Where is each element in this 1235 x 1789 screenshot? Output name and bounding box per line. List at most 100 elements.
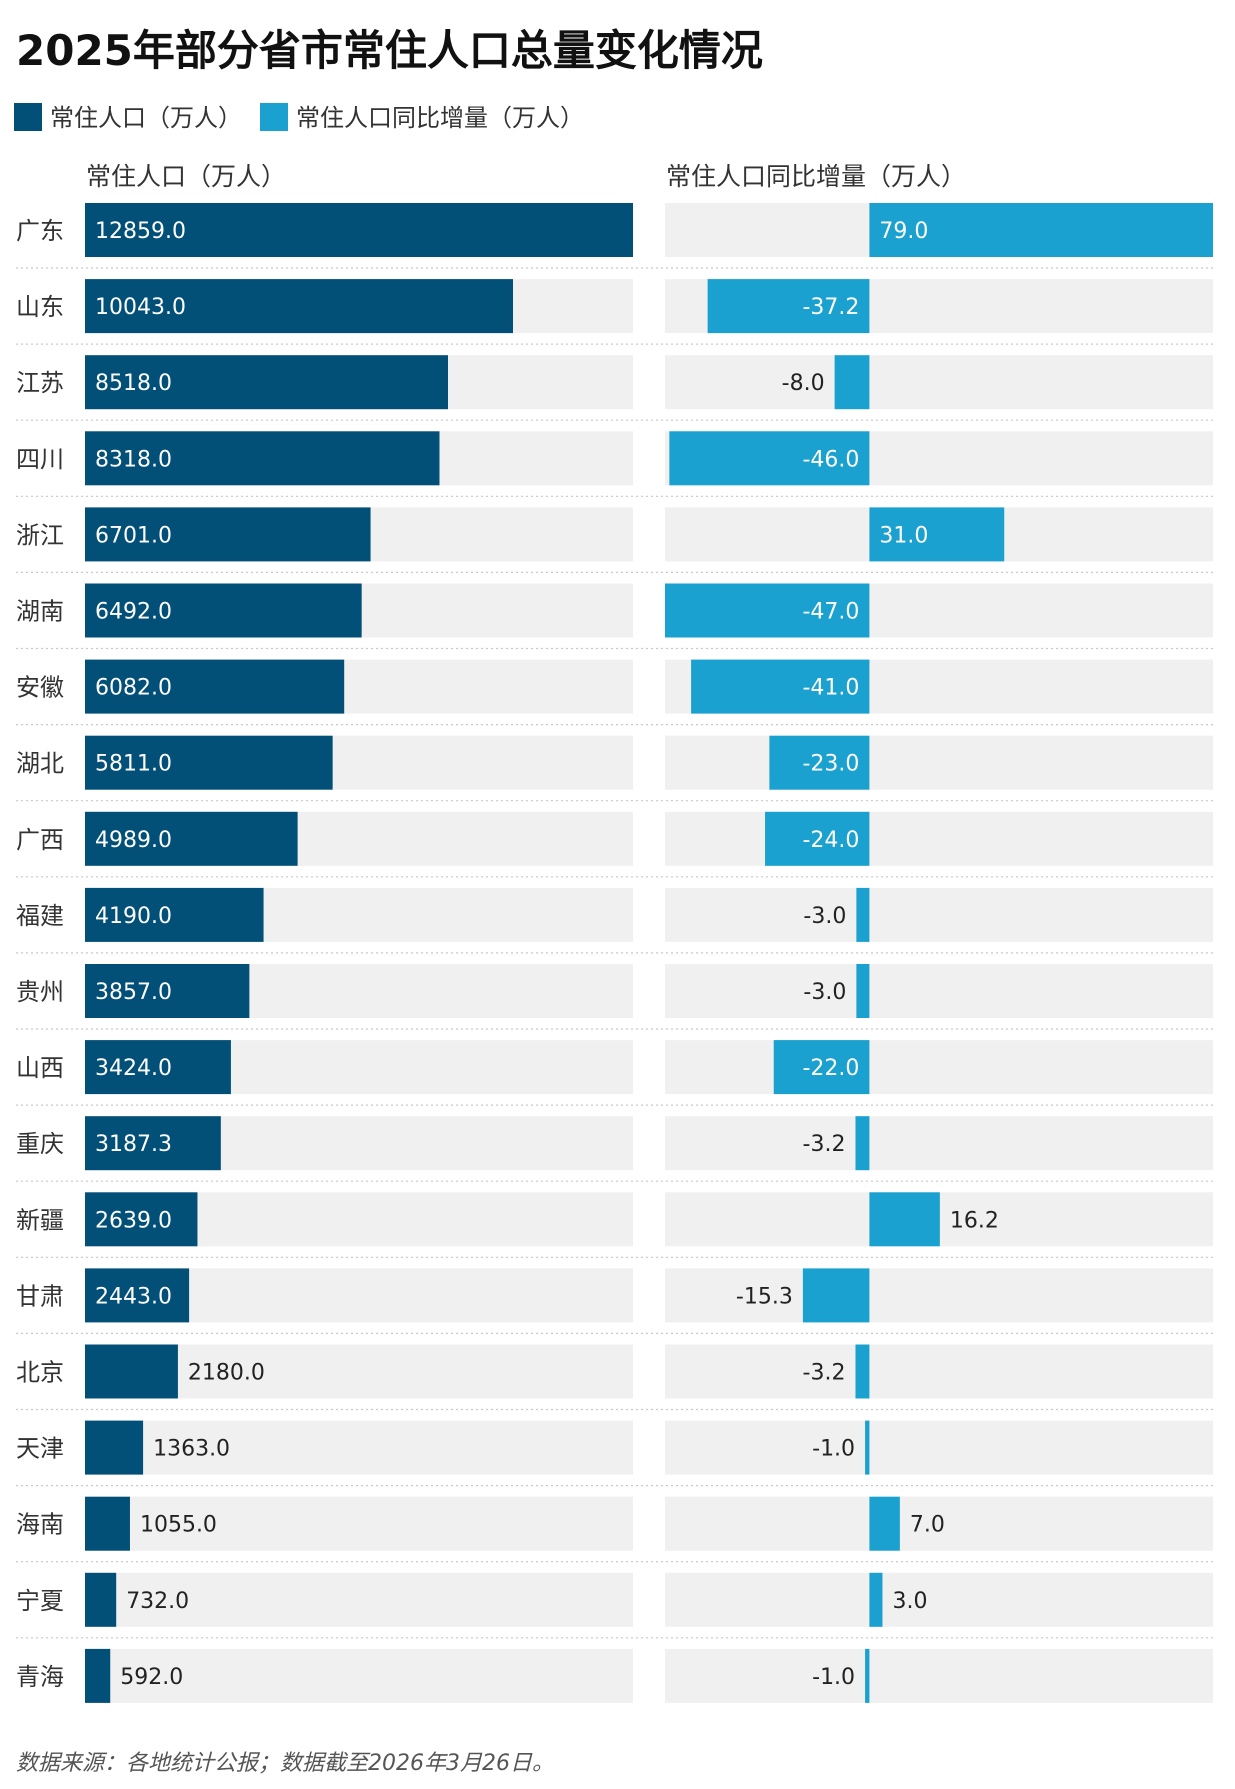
population-value-label: 3187.3	[95, 1132, 172, 1157]
increment-value-label: 16.2	[950, 1208, 999, 1233]
population-bar	[85, 431, 440, 486]
increment-track	[665, 887, 1213, 942]
population-value-label: 6492.0	[95, 600, 172, 625]
population-bar	[85, 355, 449, 410]
increment-bar	[855, 1116, 870, 1171]
population-value-label: 4190.0	[95, 904, 172, 929]
increment-track	[665, 1648, 1213, 1703]
category-label: 贵州	[16, 978, 64, 1006]
increment-track	[665, 1572, 1213, 1627]
increment-bar	[855, 1344, 870, 1399]
increment-value-label: -22.0	[802, 1056, 859, 1081]
category-label: 四川	[16, 445, 64, 473]
population-track	[85, 1496, 633, 1551]
population-value-label: 3424.0	[95, 1056, 172, 1081]
category-label: 重庆	[16, 1130, 64, 1158]
increment-track	[665, 964, 1213, 1018]
increment-bar	[834, 355, 870, 410]
increment-value-label: -47.0	[802, 600, 859, 625]
increment-track	[665, 355, 1213, 410]
increment-bar	[869, 1572, 883, 1627]
population-bar	[85, 1268, 190, 1323]
population-bar	[85, 1040, 231, 1095]
increment-value-label: -3.2	[803, 1361, 846, 1386]
population-value-label: 1363.0	[153, 1437, 230, 1462]
increment-track	[665, 1268, 1213, 1323]
increment-track	[665, 811, 1213, 866]
increment-value-label: 7.0	[910, 1513, 945, 1538]
increment-value-label: -46.0	[802, 447, 859, 472]
increment-value-label: -23.0	[802, 752, 859, 777]
increment-value-label: -37.2	[802, 295, 859, 320]
chart-title: 2025年部分省市常住人口总量变化情况	[16, 26, 763, 75]
population-value-label: 2639.0	[95, 1208, 172, 1233]
panel-title-population: 常住人口（万人）	[86, 162, 286, 191]
population-value-label: 732.0	[126, 1589, 189, 1614]
population-track	[85, 1572, 633, 1627]
population-bar	[85, 1572, 117, 1627]
increment-bar	[669, 431, 870, 486]
population-bar	[85, 811, 298, 866]
increment-bar	[869, 1192, 940, 1247]
category-label: 山东	[16, 293, 64, 321]
population-value-label: 3857.0	[95, 980, 172, 1005]
legend-label-increment: 常住人口同比增量（万人）	[296, 104, 584, 132]
increment-value-label: -1.0	[812, 1437, 855, 1462]
increment-value-label: -3.0	[803, 904, 846, 929]
population-bar	[85, 735, 333, 790]
population-bar	[85, 1116, 221, 1171]
category-label: 甘肃	[16, 1282, 64, 1310]
legend-label-population: 常住人口（万人）	[50, 104, 242, 132]
population-bar	[85, 1496, 130, 1551]
category-label: 广西	[16, 826, 64, 854]
population-bar	[85, 583, 362, 638]
population-value-label: 1055.0	[140, 1513, 217, 1538]
category-label: 福建	[16, 902, 64, 930]
population-track	[85, 1648, 633, 1703]
increment-value-label: 3.0	[892, 1589, 927, 1614]
legend-swatch-increment	[260, 103, 288, 131]
category-label: 北京	[16, 1359, 64, 1387]
increment-track	[665, 735, 1213, 790]
category-label: 安徽	[16, 674, 64, 702]
category-label: 浙江	[16, 521, 64, 549]
chart-rows: 广东 12859.0 79.0 山东 10043.0 -37.2 江苏 8518.0 -8.0 四…	[16, 203, 1213, 1703]
source-note: 数据来源：各地统计公报；数据截至2026年3月26日。	[16, 1751, 554, 1776]
increment-bar	[802, 1268, 870, 1323]
increment-value-label: -3.2	[803, 1132, 846, 1157]
increment-value-label: 79.0	[879, 219, 928, 244]
category-label: 天津	[16, 1435, 64, 1463]
increment-bar	[856, 887, 870, 942]
increment-track	[665, 1116, 1213, 1171]
population-value-label: 8518.0	[95, 371, 172, 396]
population-value-label: 6082.0	[95, 676, 172, 701]
increment-bar	[707, 279, 870, 334]
category-label: 新疆	[16, 1206, 64, 1234]
population-bar	[85, 1648, 111, 1703]
category-label: 湖南	[16, 598, 64, 626]
population-value-label: 2443.0	[95, 1284, 172, 1309]
population-bar	[85, 203, 633, 257]
category-label: 宁夏	[16, 1587, 64, 1615]
population-track	[85, 1420, 633, 1475]
increment-bar	[869, 1496, 900, 1551]
increment-bar	[865, 1648, 870, 1703]
increment-value-label: -1.0	[812, 1665, 855, 1690]
increment-value-label: -41.0	[802, 676, 859, 701]
population-value-label: 6701.0	[95, 523, 172, 548]
population-bar	[85, 1192, 198, 1247]
population-bar	[85, 964, 250, 1018]
increment-bar	[691, 659, 870, 714]
category-label: 青海	[16, 1663, 64, 1691]
population-value-label: 2180.0	[188, 1361, 265, 1386]
increment-value-label: -8.0	[782, 371, 825, 396]
population-bar	[85, 887, 264, 942]
increment-value-label: -24.0	[802, 828, 859, 853]
population-bar	[85, 507, 371, 562]
increment-track	[665, 1040, 1213, 1095]
increment-bar	[765, 811, 870, 866]
population-bar	[85, 279, 513, 334]
population-bar	[85, 1344, 178, 1399]
increment-bar	[773, 1040, 870, 1095]
